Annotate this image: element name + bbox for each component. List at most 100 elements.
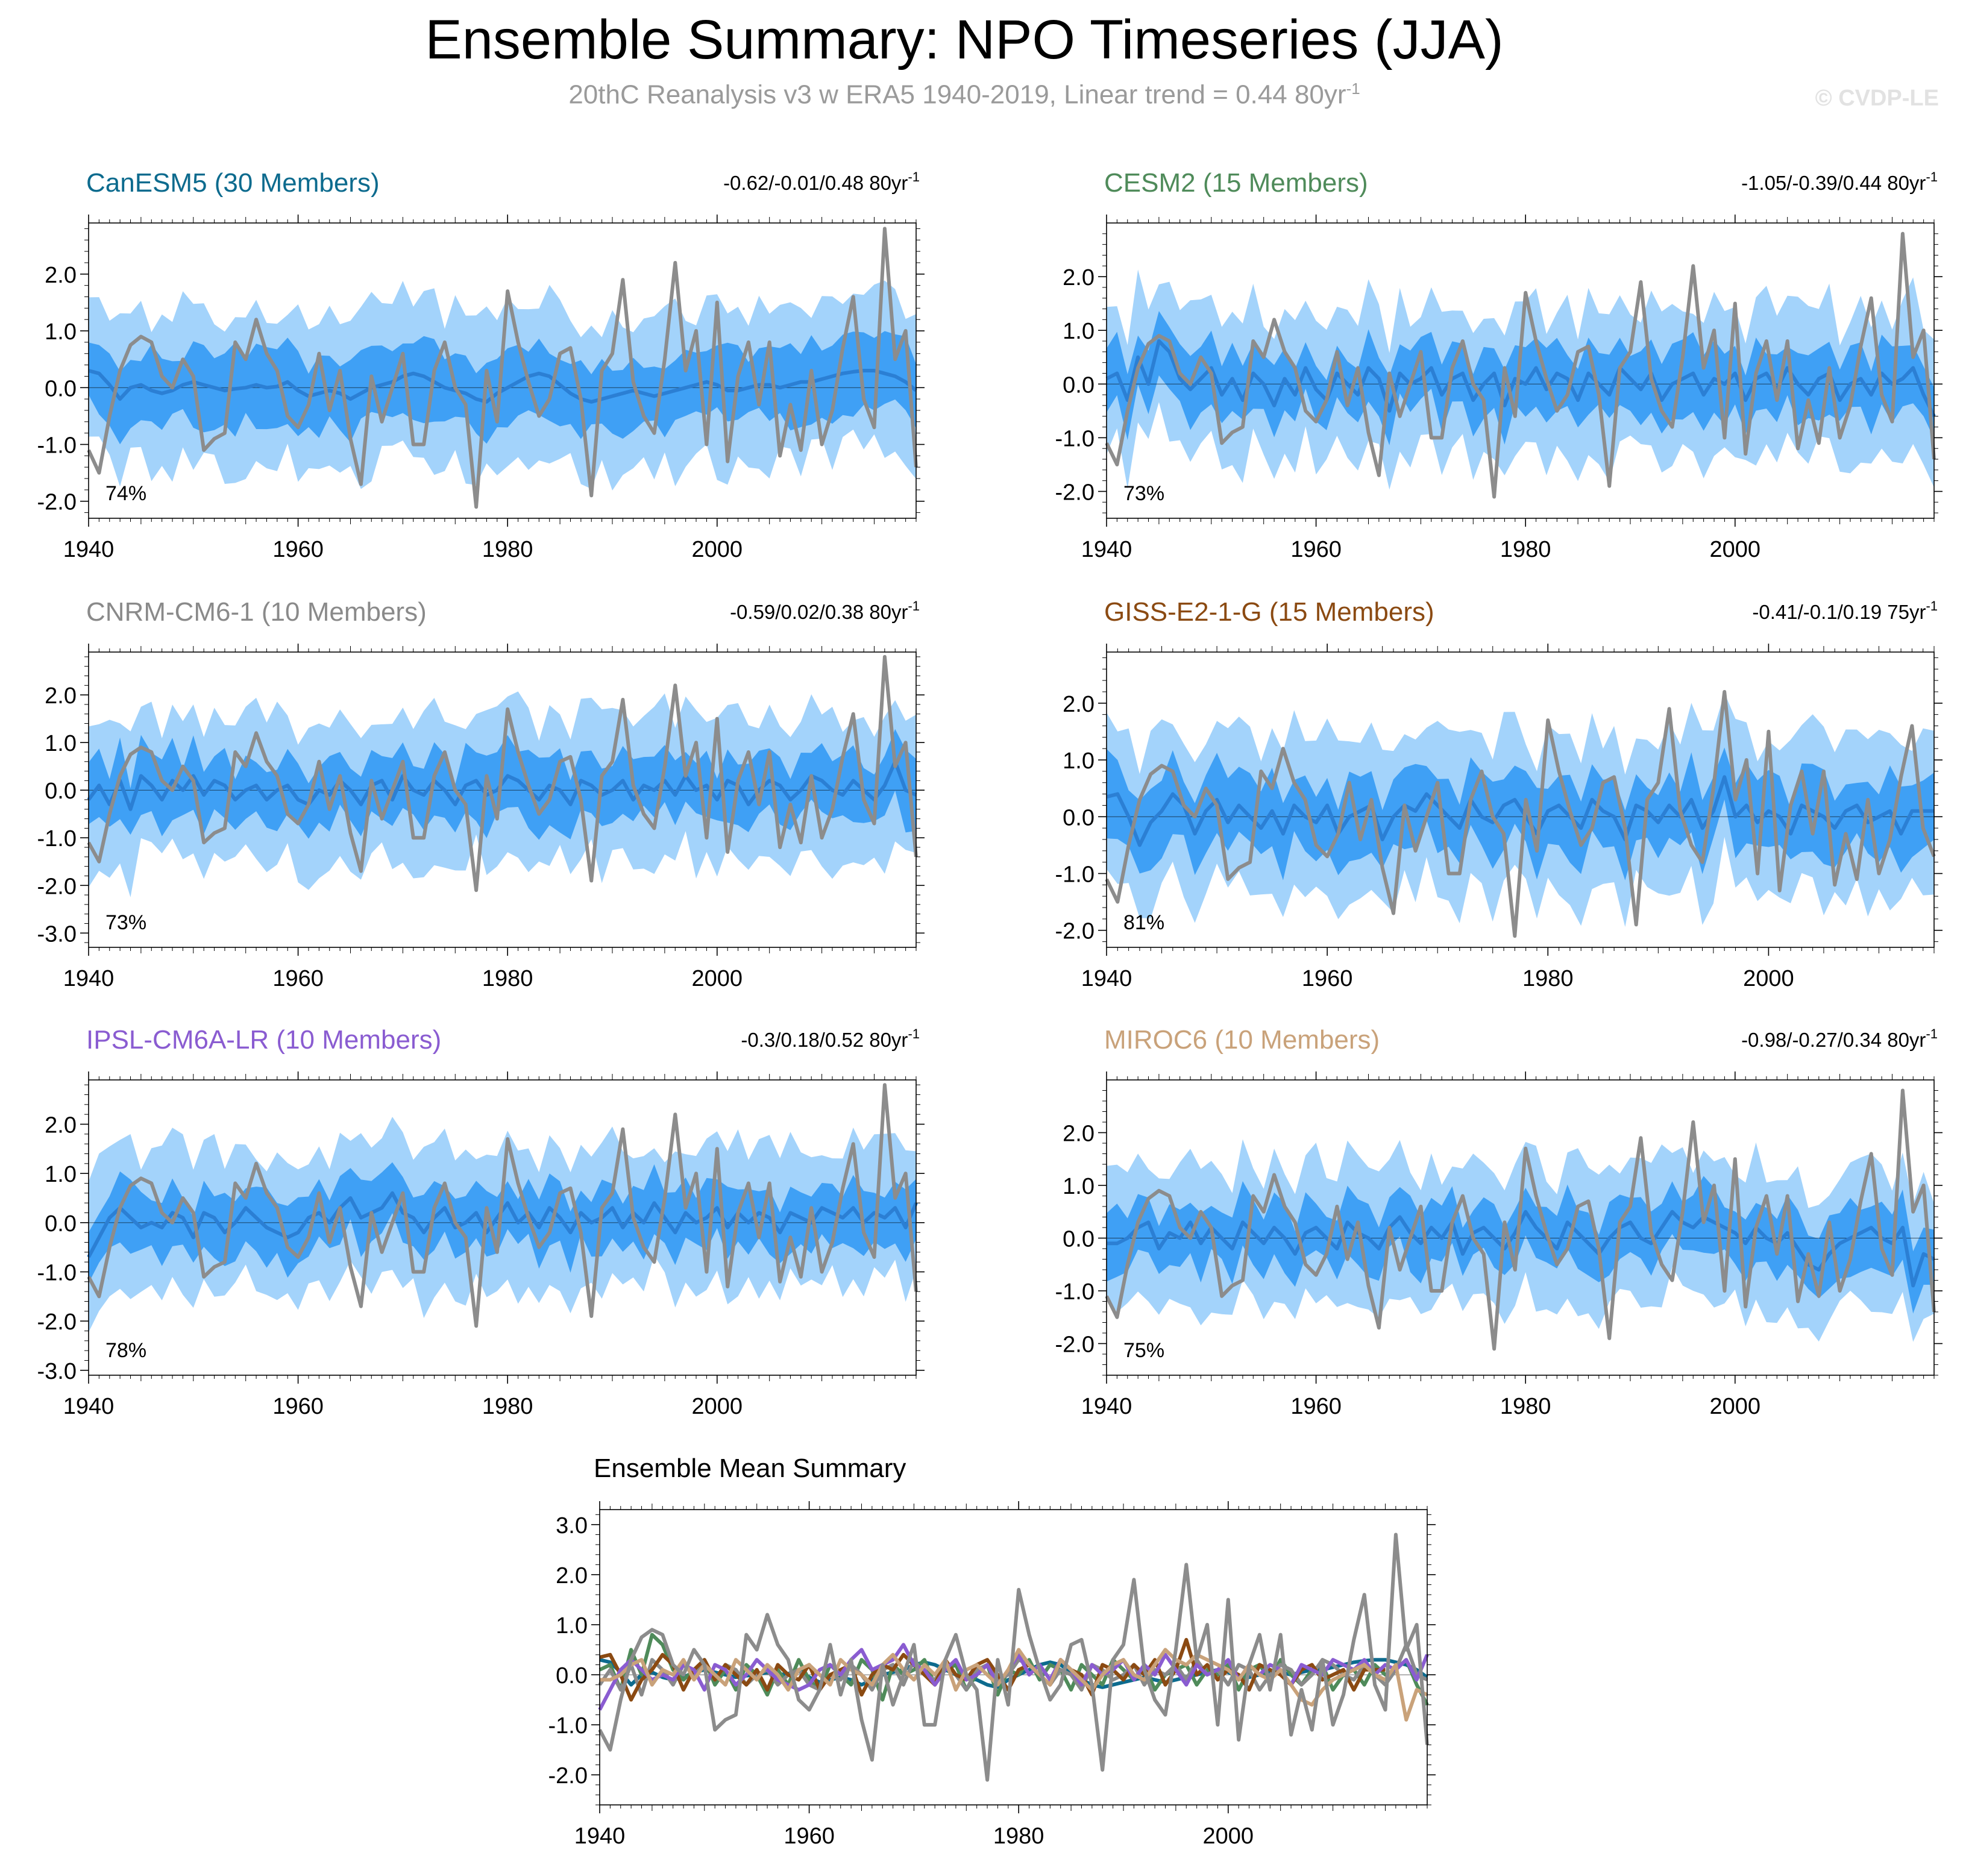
ensemble-mean-line [1105, 339, 1936, 418]
ensemble-mean-line [1106, 775, 1934, 847]
y-tick-label: -1.0 [1055, 426, 1095, 451]
panel-miroc6: -2.0 -1.0 0.0 1.0 2.0 1940 1960 1980 2000 MIROC6 … [1055, 1025, 1943, 1419]
x-tick-label: 2000 [1710, 1394, 1761, 1419]
summary-series-cesm2 [598, 1633, 1429, 1706]
x-tick-label: 1960 [1290, 1394, 1342, 1419]
x-tick-label: 1960 [1302, 966, 1353, 991]
plot-frame [88, 1079, 917, 1376]
panel-trend: -0.41/-0.1/0.19 75yr-1 [1752, 598, 1938, 623]
panel-trend-superscript: -1 [1926, 598, 1938, 613]
x-tick-label: 1980 [993, 1824, 1044, 1849]
y-tick-label: 1.0 [556, 1613, 588, 1639]
pattern-correlation-label: 75% [1123, 1339, 1164, 1362]
panel-trend-text: -1.05/-0.39/0.44 80yr [1741, 172, 1926, 194]
panel-trend-superscript: -1 [908, 598, 920, 613]
x-tick-label: 1960 [272, 537, 324, 562]
x-tick-label: 2000 [692, 966, 743, 991]
panel-trend-text: -0.62/-0.01/0.48 80yr [723, 172, 908, 194]
y-tick-label: -3.0 [37, 1359, 77, 1384]
observations-line [1105, 690, 1936, 938]
panel-trend-text: -0.98/-0.27/0.34 80yr [1741, 1029, 1926, 1051]
panel-ipsl-cm6a-lr: -3.0 -2.0 -1.0 0.0 1.0 2.0 1940 1960 1980 2000 IPS… [37, 1025, 925, 1419]
pattern-correlation-label: 74% [105, 482, 146, 505]
plot-frame [88, 222, 917, 519]
x-tick-label: 1940 [574, 1824, 626, 1849]
y-tick-label: -2.0 [37, 874, 77, 899]
y-tick-label: 1.0 [45, 1162, 77, 1187]
x-tick-label: 1940 [1081, 966, 1132, 991]
y-tick-label: 1.0 [45, 731, 77, 756]
y-tick-label: -1.0 [548, 1713, 588, 1739]
panel-trend-text: -0.59/0.02/0.38 80yr [730, 601, 908, 623]
y-tick-label: -2.0 [1055, 480, 1095, 505]
y-tick-label: -1.0 [37, 826, 77, 852]
y-tick-label: -2.0 [37, 1310, 77, 1335]
panel-canesm5: -2.0 -1.0 0.0 1.0 2.0 1940 1960 1980 2000 CanESM5… [37, 168, 925, 562]
x-tick-label: 1980 [482, 1394, 533, 1419]
observations-line [1105, 231, 1936, 499]
y-tick-label: 1.0 [1063, 748, 1095, 774]
x-tick-label: 1980 [482, 537, 533, 562]
y-tick-label: -2.0 [1055, 919, 1095, 944]
y-tick-label: 1.0 [1063, 1174, 1095, 1199]
y-tick-label: -2.0 [37, 490, 77, 515]
panel-trend: -0.62/-0.01/0.48 80yr-1 [723, 169, 920, 194]
panel-trend: -0.98/-0.27/0.34 80yr-1 [1741, 1026, 1938, 1051]
ensemble-mean-line [88, 369, 917, 404]
x-tick-label: 2000 [1743, 966, 1794, 991]
x-tick-label: 1960 [272, 966, 324, 991]
x-tick-label: 1980 [482, 966, 533, 991]
summary-title: Ensemble Mean Summary [594, 1454, 906, 1483]
x-tick-label: 1960 [1290, 537, 1342, 562]
x-tick-label: 1980 [1500, 537, 1551, 562]
y-tick-label: 0.0 [1063, 805, 1095, 830]
ensemble-mean-line [87, 759, 917, 811]
y-tick-label: 1.0 [1063, 319, 1095, 344]
panel-ensemble-mean-summary: -2.0 -1.0 0.0 1.0 2.0 3.0 1940 1960 1980 2000 Ense… [548, 1454, 1436, 1849]
y-tick-label: -1.0 [1055, 862, 1095, 888]
panel-trend: -0.59/0.02/0.38 80yr-1 [730, 598, 920, 623]
y-tick-label: 0.0 [45, 779, 77, 804]
y-tick-label: -1.0 [1055, 1279, 1095, 1305]
copyright-watermark: © CVDP-LE [1815, 86, 1939, 111]
y-tick-label: -2.0 [1055, 1332, 1095, 1358]
y-tick-label: -1.0 [37, 1261, 77, 1286]
pattern-correlation-label: 73% [105, 911, 146, 934]
plot-frame [1106, 651, 1935, 948]
y-tick-label: -1.0 [37, 433, 77, 459]
x-tick-label: 2000 [692, 1394, 743, 1419]
observations-line [87, 654, 918, 893]
panel-trend-text: -0.3/0.18/0.52 80yr [741, 1029, 908, 1051]
panel-trend-text: -0.41/-0.1/0.19 75yr [1752, 601, 1926, 623]
main-subtitle: 20thC Reanalysis v3 w ERA5 1940-2019, Li… [0, 80, 1929, 110]
panel-trend-superscript: -1 [908, 1026, 920, 1041]
y-tick-label: -2.0 [548, 1763, 588, 1789]
y-tick-label: 0.0 [45, 376, 77, 401]
panel-title: IPSL-CM6A-LR (10 Members) [86, 1025, 441, 1055]
y-tick-label: 2.0 [1063, 1122, 1095, 1147]
y-tick-label: -3.0 [37, 921, 77, 947]
y-tick-label: 2.0 [1063, 692, 1095, 717]
x-tick-label: 1940 [63, 537, 115, 562]
main-title: Ensemble Summary: NPO Timeseries (JJA) [425, 9, 1504, 71]
panel-trend-superscript: -1 [1926, 169, 1938, 184]
y-tick-label: 2.0 [556, 1563, 588, 1589]
x-tick-label: 2000 [692, 537, 743, 562]
x-tick-label: 1980 [1500, 1394, 1551, 1419]
panel-trend-superscript: -1 [908, 169, 920, 184]
panel-title: CESM2 (15 Members) [1104, 168, 1368, 198]
panel-title: MIROC6 (10 Members) [1104, 1025, 1380, 1055]
plot-frame [599, 1509, 1428, 1805]
panel-trend: -0.3/0.18/0.52 80yr-1 [741, 1026, 920, 1051]
x-tick-label: 1980 [1522, 966, 1574, 991]
y-tick-label: 0.0 [1063, 1227, 1095, 1252]
y-tick-label: 3.0 [556, 1513, 588, 1539]
y-tick-label: 2.0 [45, 683, 77, 709]
subtitle-text: 20thC Reanalysis v3 w ERA5 1940-2019, Li… [568, 80, 1346, 110]
observations-line [87, 227, 918, 509]
x-tick-label: 2000 [1203, 1824, 1254, 1849]
y-tick-label: 1.0 [45, 319, 77, 345]
observations-line [87, 1083, 918, 1328]
y-tick-label: 0.0 [556, 1663, 588, 1689]
